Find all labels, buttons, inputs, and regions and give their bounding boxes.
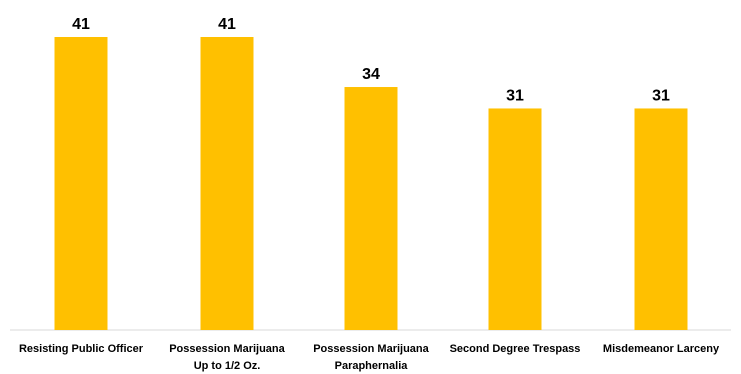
value-label-1: 41 [72, 16, 90, 33]
value-label-5: 31 [652, 87, 670, 104]
category-labels-group: Resisting Public Officer Possession Marij… [19, 343, 720, 372]
value-label-2: 41 [218, 16, 236, 33]
category-label-3-line-1: Possession Marijuana [313, 343, 429, 355]
category-label-2-line-2: Up to 1/2 Oz. [194, 360, 261, 372]
value-label-3: 34 [362, 66, 380, 83]
category-label-2-line-1: Possession Marijuana [169, 343, 285, 355]
bar-1 [54, 37, 108, 330]
bars-group [54, 37, 688, 331]
category-label-4: Second Degree Trespass [450, 343, 581, 355]
bar-2 [200, 37, 254, 330]
bar-4 [488, 108, 542, 331]
category-label-3-line-2: Paraphernalia [335, 360, 409, 372]
category-label-5: Misdemeanor Larceny [603, 343, 720, 355]
value-labels-group: 41 41 34 31 31 [72, 16, 670, 104]
category-label-1: Resisting Public Officer [19, 343, 144, 355]
bar-5 [634, 108, 688, 331]
bar-3 [344, 87, 398, 331]
value-label-4: 31 [506, 87, 524, 104]
